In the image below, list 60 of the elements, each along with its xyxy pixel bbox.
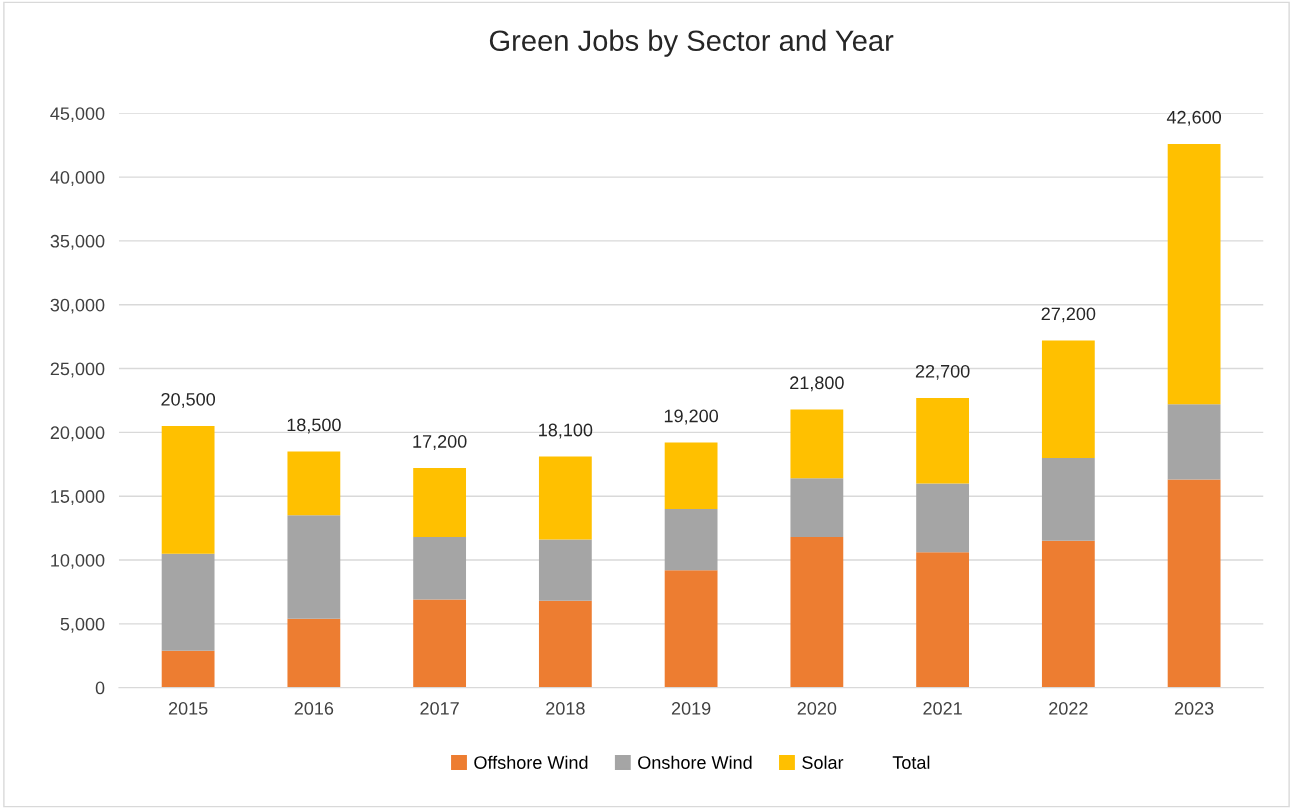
bar [1167,404,1221,480]
total-label: 18,100 [539,423,593,439]
chart-title: Green Jobs by Sector and Year [489,29,894,57]
bar [538,600,592,688]
bar [287,451,341,516]
total-label: 42,600 [1166,110,1222,126]
bar [790,409,844,479]
bar [287,515,341,619]
bar [916,397,970,484]
y-tick-label: 10,000 [51,553,105,569]
y-tick-label: 5,000 [60,617,105,633]
legend-label: Onshore Wind [638,755,752,769]
total-label: 27,200 [1041,307,1096,323]
x-tick-label: 2023 [1174,702,1214,715]
x-tick-label: 2022 [1049,702,1088,715]
bar [287,618,341,688]
total-label: 17,200 [413,435,467,450]
bar [413,468,467,538]
bar [538,539,592,601]
bar [413,599,467,688]
y-tick-label: 15,000 [51,490,105,506]
bar [790,478,844,538]
legend-label: Offshore Wind [474,755,588,769]
x-tick-label: 2018 [546,702,585,715]
bar [1041,340,1095,458]
y-tick-label: 45,000 [50,107,105,123]
total-label: 22,700 [915,364,970,380]
bar [161,650,215,688]
bar [1167,479,1221,688]
legend-label: Solar [802,755,844,769]
bar [916,552,970,688]
y-tick-label: 40,000 [50,171,105,186]
total-label: 18,500 [287,418,341,434]
x-tick-label: 2017 [420,702,459,715]
bar [161,553,215,651]
bar [664,570,718,688]
text: Total [892,755,930,769]
total-label: 19,200 [664,409,719,425]
bar [1167,143,1221,405]
total-label: 20,500 [161,392,216,408]
bar [664,508,718,571]
bar [790,537,844,688]
x-tick-label: 2015 [168,702,208,715]
bar [916,483,970,553]
bar [1041,457,1095,541]
y-tick-label: 35,000 [50,234,105,250]
bar [538,456,592,540]
x-tick-label: 2016 [294,702,334,715]
total-label: 21,800 [790,376,844,392]
bar [161,425,215,554]
y-tick-label: 20,000 [50,426,105,442]
x-tick-label: 2020 [797,702,837,715]
y-tick-label: 0 [95,681,105,695]
x-tick-label: 2021 [923,702,962,715]
x-tick-label: 2019 [671,702,711,715]
y-tick-label: 25,000 [50,362,105,378]
y-tick-label: 30,000 [50,298,105,314]
bar [413,537,467,600]
bar [1041,540,1095,688]
bar [664,442,718,509]
